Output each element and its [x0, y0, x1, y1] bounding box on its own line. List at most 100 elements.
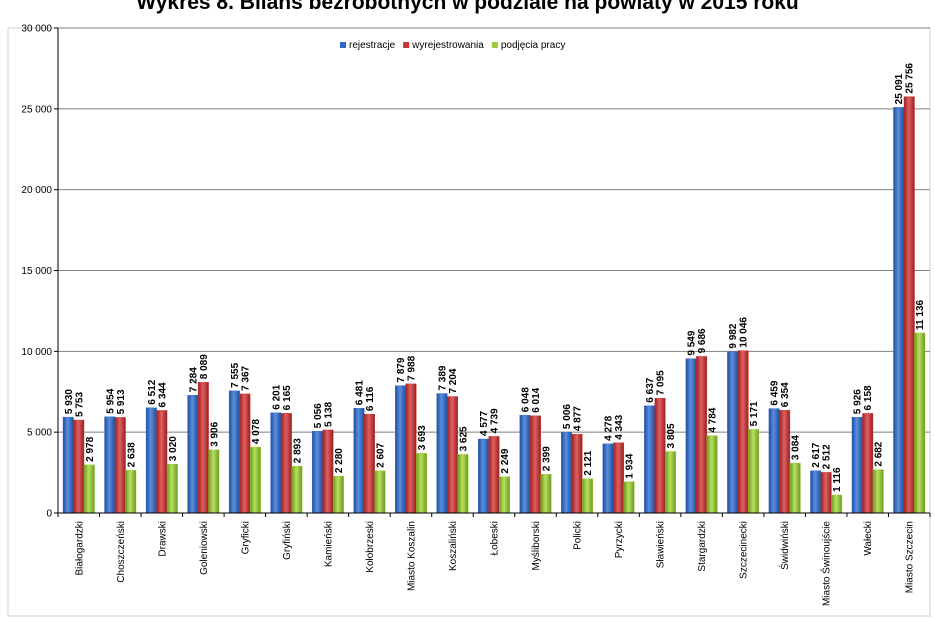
- data-label-podjecia-pracy: 3 805: [666, 423, 677, 448]
- data-label-podjecia-pracy: 2 893: [292, 438, 303, 463]
- x-tick-label: Kołobrzeski: [365, 521, 376, 573]
- bar-wyrejestrowania: [322, 429, 334, 514]
- bar-podjecia-pracy: [83, 464, 95, 514]
- data-label-wyrejestrowania: 6 158: [863, 385, 874, 410]
- legend-label-rejestracje: rejestracje: [349, 40, 396, 51]
- bar-rejestracje: [104, 416, 116, 514]
- bar-wyrejestrowania: [405, 383, 417, 514]
- bar-rejestracje: [436, 393, 448, 514]
- bar-rejestracje: [270, 412, 282, 514]
- data-label-rejestracje: 9 549: [687, 330, 698, 355]
- bar-rejestracje: [685, 358, 697, 514]
- data-label-wyrejestrowania: 5 913: [116, 389, 127, 414]
- data-label-podjecia-pracy: 2 249: [500, 448, 511, 473]
- legend-label-podjecia-pracy: podjęcia pracy: [501, 40, 565, 51]
- legend-marker-wyrejestrowania: [403, 42, 410, 48]
- data-label-podjecia-pracy: 1 116: [832, 467, 843, 492]
- x-tick-label: Stargardzki: [697, 521, 708, 572]
- x-tick-label: Białogardzki: [74, 521, 85, 575]
- data-label-podjecia-pracy: 3 625: [458, 426, 469, 451]
- x-tick-label: Świdwiński: [778, 521, 791, 570]
- data-label-podjecia-pracy: 2 121: [583, 450, 594, 475]
- x-tick-label: Gryficki: [240, 521, 251, 554]
- data-label-wyrejestrowania: 9 686: [697, 328, 708, 353]
- bar-podjecia-pracy: [540, 474, 552, 514]
- bar-rejestracje: [644, 405, 656, 514]
- data-label-rejestracje: 6 637: [645, 377, 656, 402]
- x-tick-label: Miasto Szczecin: [905, 521, 916, 593]
- chart-title: Wykres 8. Bilans bezrobotnych w podziale…: [136, 0, 799, 14]
- y-tick-label: 30 000: [21, 24, 52, 35]
- bar-wyrejestrowania: [654, 398, 666, 514]
- data-label-rejestracje: 2 617: [811, 442, 822, 467]
- bar-podjecia-pracy: [831, 494, 843, 514]
- data-label-wyrejestrowania: 6 344: [157, 382, 168, 407]
- data-label-rejestracje: 7 284: [188, 367, 199, 392]
- bar-podjecia-pracy: [416, 453, 427, 514]
- data-label-podjecia-pracy: 3 020: [168, 436, 179, 461]
- data-label-podjecia-pracy: 2 607: [375, 442, 386, 467]
- bar-wyrejestrowania: [197, 382, 209, 514]
- data-label-wyrejestrowania: 6 354: [780, 382, 791, 407]
- data-label-wyrejestrowania: 4 739: [490, 408, 501, 433]
- x-tick-label: Choszczeński: [116, 521, 127, 583]
- bar-podjecia-pracy: [208, 449, 220, 514]
- data-label-wyrejestrowania: 7 988: [406, 355, 417, 380]
- bar-wyrejestrowania: [613, 442, 625, 514]
- x-tick-label: Sławieński: [656, 521, 667, 568]
- data-label-wyrejestrowania: 5 753: [74, 392, 85, 417]
- data-label-podjecia-pracy: 11 136: [915, 299, 926, 329]
- bar-rejestracje: [561, 431, 572, 514]
- y-tick-label: 0: [46, 509, 52, 520]
- x-tick-label: Goleniowski: [199, 521, 210, 575]
- bar-podjecia-pracy: [499, 476, 510, 514]
- data-label-wyrejestrowania: 25 756: [905, 63, 916, 94]
- data-label-podjecia-pracy: 3 906: [209, 421, 220, 446]
- bar-podjecia-pracy: [374, 470, 386, 514]
- data-label-rejestracje: 6 481: [354, 380, 365, 405]
- y-tick-label: 15 000: [21, 266, 52, 277]
- data-label-wyrejestrowania: 8 089: [199, 354, 210, 379]
- x-tick-label: Szczecinecki: [739, 521, 750, 579]
- bar-podjecia-pracy: [665, 451, 677, 514]
- x-tick-label: Myśliborski: [531, 521, 542, 570]
- data-label-rejestracje: 5 954: [105, 388, 116, 413]
- legend-marker-rejestracje: [340, 42, 346, 48]
- data-label-rejestracje: 5 926: [853, 389, 864, 414]
- bar-wyrejestrowania: [696, 356, 708, 514]
- data-label-rejestracje: 9 982: [728, 323, 739, 348]
- bar-rejestracje: [768, 408, 780, 514]
- bar-rejestracje: [353, 408, 365, 514]
- data-label-podjecia-pracy: 2 399: [542, 446, 553, 471]
- bar-wyrejestrowania: [571, 433, 583, 514]
- data-label-wyrejestrowania: 6 165: [282, 385, 293, 410]
- data-label-wyrejestrowania: 10 046: [739, 317, 750, 348]
- bar-rejestracje: [851, 416, 863, 514]
- data-label-wyrejestrowania: 7 367: [240, 365, 251, 390]
- bar-wyrejestrowania: [280, 413, 292, 514]
- bar-wyrejestrowania: [114, 417, 126, 514]
- bar-wyrejestrowania: [156, 410, 168, 514]
- data-label-rejestracje: 4 278: [604, 415, 615, 440]
- data-label-rejestracje: 7 389: [437, 365, 448, 390]
- x-tick-label: Gryfiński: [282, 521, 293, 560]
- x-tick-label: Policki: [573, 521, 584, 550]
- y-tick-label: 10 000: [21, 347, 52, 358]
- legend-label-wyrejestrowania: wyrejestrowania: [411, 40, 484, 51]
- data-label-podjecia-pracy: 4 784: [708, 407, 719, 432]
- bar-rejestracje: [519, 415, 531, 514]
- bar-rejestracje: [228, 390, 240, 514]
- bar-wyrejestrowania: [862, 413, 874, 514]
- x-tick-label: Wałecki: [863, 521, 874, 556]
- data-label-podjecia-pracy: 2 638: [126, 442, 137, 467]
- data-label-podjecia-pracy: 1 934: [625, 453, 636, 478]
- bar-podjecia-pracy: [706, 435, 718, 514]
- bar-rejestracje: [602, 443, 614, 514]
- bar-wyrejestrowania: [903, 96, 915, 514]
- data-label-rejestracje: 5 056: [313, 403, 324, 428]
- data-label-wyrejestrowania: 6 116: [365, 386, 376, 411]
- data-label-podjecia-pracy: 4 078: [251, 419, 262, 444]
- data-label-wyrejestrowania: 7 204: [448, 368, 459, 393]
- data-label-podjecia-pracy: 2 682: [874, 441, 885, 466]
- bar-podjecia-pracy: [332, 475, 344, 514]
